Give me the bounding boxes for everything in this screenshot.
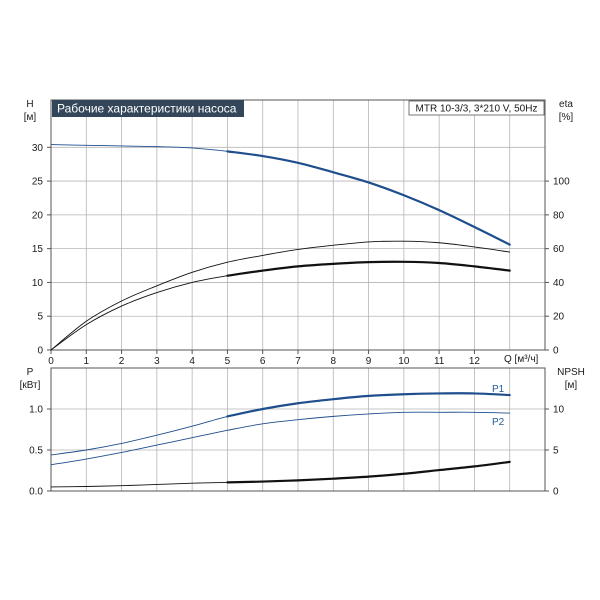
x-tick-label: 3 xyxy=(154,356,160,367)
x-tick-label: 1 xyxy=(84,356,90,367)
x-tick-label: 8 xyxy=(331,356,337,367)
left-tick-label: 0.0 xyxy=(29,487,43,498)
upper-grid xyxy=(51,100,545,350)
lower-curves xyxy=(50,392,511,488)
lower-left-axis-title: P xyxy=(27,367,34,378)
upper-right-axis-unit: [%] xyxy=(559,112,574,123)
upper-curve-0-duty-range xyxy=(226,150,511,246)
lower-grid xyxy=(51,368,545,491)
lower-right-axis-unit: [м] xyxy=(565,380,578,391)
left-tick-label: 0.5 xyxy=(29,446,43,457)
right-tick-label: 0 xyxy=(553,487,559,498)
lower-curve-2 xyxy=(50,461,511,488)
left-tick-label: 15 xyxy=(32,244,44,255)
x-tick-label: 10 xyxy=(398,356,410,367)
right-tick-label: 80 xyxy=(553,210,565,221)
x-tick-label: 7 xyxy=(295,356,301,367)
x-tick-label: 5 xyxy=(225,356,231,367)
chart-title-box xyxy=(52,100,244,117)
left-tick-label: 5 xyxy=(37,312,43,323)
right-tick-label: 5 xyxy=(553,446,559,457)
left-tick-label: 30 xyxy=(32,143,44,154)
left-tick-label: 1.0 xyxy=(29,405,43,416)
x-tick-label: 9 xyxy=(366,356,372,367)
upper-curve-2 xyxy=(50,261,511,351)
pump-info: MTR 10-3/3, 3*210 V, 50Hz xyxy=(416,104,538,115)
lower-ticks: 0.0 0.5 1.0 0 5 10 xyxy=(29,405,564,498)
pump-info-box xyxy=(408,100,545,116)
upper-curve-2-duty-range xyxy=(226,260,511,277)
x-tick-label: 0 xyxy=(48,356,54,367)
right-tick-label: 100 xyxy=(553,177,570,188)
lower-curve-0 xyxy=(50,392,511,456)
right-tick-label: 10 xyxy=(553,405,565,416)
x-tick-label: 6 xyxy=(260,356,266,367)
series-label-p2: P2 xyxy=(492,417,505,428)
upper-curve-1 xyxy=(50,240,511,351)
lower-panel: P [кВт] NPSH [м] 0.0 0.5 1.0 0 5 10 P1 P2 xyxy=(20,367,585,498)
x-tick-label: 12 xyxy=(469,356,481,367)
x-tick-label: 11 xyxy=(434,356,445,367)
left-tick-label: 20 xyxy=(32,210,44,221)
left-tick-label: 0 xyxy=(37,346,43,357)
series-label-p1: P1 xyxy=(492,384,505,395)
lower-left-axis-unit: [кВт] xyxy=(20,380,41,391)
right-tick-label: 60 xyxy=(553,244,565,255)
lower-curve-0-duty-range xyxy=(226,392,511,418)
x-tick-label: 2 xyxy=(119,356,125,367)
chart-title: Рабочие характеристики насоса xyxy=(57,102,237,116)
upper-curves xyxy=(50,144,511,351)
upper-panel: Рабочие характеристики насоса MTR 10-3/3… xyxy=(24,99,574,367)
upper-left-axis-title: H xyxy=(26,99,33,110)
left-tick-label: 10 xyxy=(32,278,44,289)
left-tick-label: 25 xyxy=(32,177,44,188)
lower-curve-2-duty-range xyxy=(226,460,511,484)
right-tick-label: 20 xyxy=(553,312,565,323)
lower-frame xyxy=(50,367,546,492)
upper-left-axis-unit: [м] xyxy=(24,112,37,123)
x-axis-label: Q [м³/ч] xyxy=(504,354,539,365)
lower-curve-1 xyxy=(50,411,511,466)
upper-right-axis-title: eta xyxy=(559,99,573,110)
lower-right-axis-title: NPSH xyxy=(557,367,585,378)
right-tick-label: 40 xyxy=(553,278,565,289)
x-tick-label: 4 xyxy=(189,356,195,367)
right-tick-label: 0 xyxy=(553,346,559,357)
